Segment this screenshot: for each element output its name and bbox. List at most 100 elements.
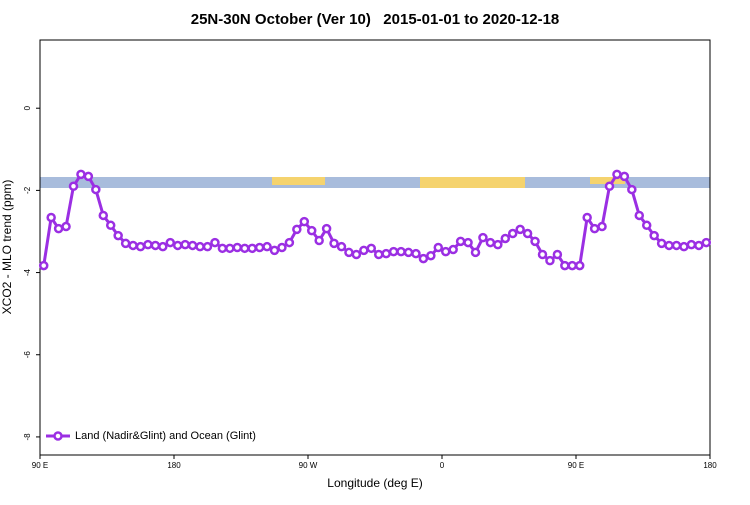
data-point bbox=[679, 241, 689, 252]
data-point bbox=[336, 241, 347, 252]
data-point bbox=[172, 240, 183, 251]
data-point bbox=[98, 210, 109, 221]
data-point bbox=[701, 237, 712, 248]
land-ocean-band bbox=[40, 177, 710, 188]
data-point bbox=[314, 235, 324, 246]
data-point bbox=[433, 242, 444, 253]
legend-marker bbox=[53, 431, 63, 441]
data-point bbox=[277, 242, 287, 253]
data-point bbox=[254, 242, 265, 253]
data-point bbox=[634, 210, 645, 221]
land-band bbox=[420, 177, 525, 188]
data-point bbox=[321, 223, 332, 234]
x-tick-label: 180 bbox=[703, 461, 717, 470]
y-tick-label: -8 bbox=[23, 433, 32, 441]
y-tick-label: -4 bbox=[23, 268, 32, 276]
data-point bbox=[299, 216, 310, 227]
legend-label: Land (Nadir&Glint) and Ocean (Glint) bbox=[75, 430, 256, 442]
ocean-band bbox=[40, 177, 710, 188]
data-point bbox=[46, 212, 56, 223]
data-point bbox=[589, 223, 600, 234]
chart-title: 25N-30N October (Ver 10) 2015-01-01 to 2… bbox=[191, 11, 560, 28]
x-axis-label: Longitude (deg E) bbox=[327, 476, 422, 490]
x-tick-label: 0 bbox=[440, 461, 445, 470]
data-point bbox=[158, 241, 168, 252]
data-point bbox=[485, 237, 496, 248]
data-point bbox=[455, 236, 466, 247]
data-point bbox=[68, 181, 79, 192]
data-point bbox=[686, 239, 697, 250]
data-point bbox=[396, 246, 406, 257]
data-point bbox=[53, 223, 64, 234]
data-point bbox=[373, 249, 384, 260]
data-point bbox=[515, 224, 525, 235]
y-axis-label: XCO2 - MLO trend (ppm) bbox=[0, 180, 14, 315]
data-point bbox=[165, 237, 176, 248]
data-point bbox=[619, 171, 630, 182]
data-point bbox=[128, 240, 138, 251]
data-point bbox=[426, 250, 436, 261]
data-point bbox=[545, 255, 555, 266]
data-point bbox=[522, 228, 533, 239]
data-point bbox=[217, 243, 228, 254]
data-point bbox=[574, 260, 585, 271]
x-tick-label: 180 bbox=[167, 461, 181, 470]
data-point bbox=[388, 246, 399, 257]
data-point bbox=[91, 184, 101, 195]
data-point bbox=[329, 238, 339, 249]
data-point bbox=[478, 232, 488, 243]
data-point bbox=[113, 230, 123, 241]
data-point bbox=[537, 249, 548, 260]
data-point bbox=[500, 233, 511, 244]
data-point bbox=[195, 241, 205, 252]
data-point bbox=[180, 239, 190, 250]
data-point bbox=[232, 242, 243, 253]
data-point bbox=[493, 239, 503, 250]
data-point bbox=[202, 241, 213, 252]
data-point bbox=[262, 241, 272, 252]
data-point bbox=[38, 260, 49, 271]
data-point bbox=[604, 181, 615, 192]
data-point bbox=[411, 248, 421, 259]
data-point bbox=[418, 253, 429, 264]
data-point bbox=[284, 237, 295, 248]
data-point bbox=[582, 212, 592, 223]
data-point bbox=[76, 169, 86, 180]
data-point bbox=[612, 169, 622, 180]
data-point bbox=[530, 236, 540, 247]
data-point bbox=[440, 246, 451, 257]
data-point bbox=[664, 240, 674, 251]
data-point bbox=[671, 240, 682, 251]
data-point bbox=[560, 260, 570, 271]
x-tick-label: 90 E bbox=[32, 461, 48, 470]
data-point bbox=[381, 248, 391, 259]
data-point bbox=[135, 241, 146, 252]
x-tick-label: 90 W bbox=[299, 461, 318, 470]
land-band bbox=[272, 177, 325, 185]
data-point bbox=[366, 243, 377, 254]
data-point bbox=[61, 221, 71, 232]
y-tick-label: -6 bbox=[23, 351, 32, 359]
data-point bbox=[597, 221, 607, 232]
y-tick-label: 0 bbox=[23, 105, 32, 110]
data-point bbox=[694, 240, 704, 251]
data-point bbox=[463, 237, 473, 248]
y-tick-label: -2 bbox=[23, 186, 32, 194]
data-point bbox=[649, 230, 659, 241]
data-point bbox=[143, 239, 153, 250]
x-tick-label: 90 E bbox=[568, 461, 584, 470]
data-point bbox=[567, 260, 578, 271]
data-point bbox=[552, 249, 563, 260]
data-point bbox=[448, 244, 458, 255]
data-point bbox=[641, 220, 652, 231]
data-point bbox=[292, 224, 302, 235]
data-point bbox=[210, 237, 220, 248]
data-point bbox=[187, 240, 198, 251]
data-point bbox=[239, 243, 250, 254]
data-point bbox=[150, 240, 161, 251]
data-point bbox=[225, 243, 235, 254]
data-point bbox=[656, 238, 667, 249]
data-point bbox=[120, 238, 131, 249]
data-point bbox=[470, 247, 481, 258]
